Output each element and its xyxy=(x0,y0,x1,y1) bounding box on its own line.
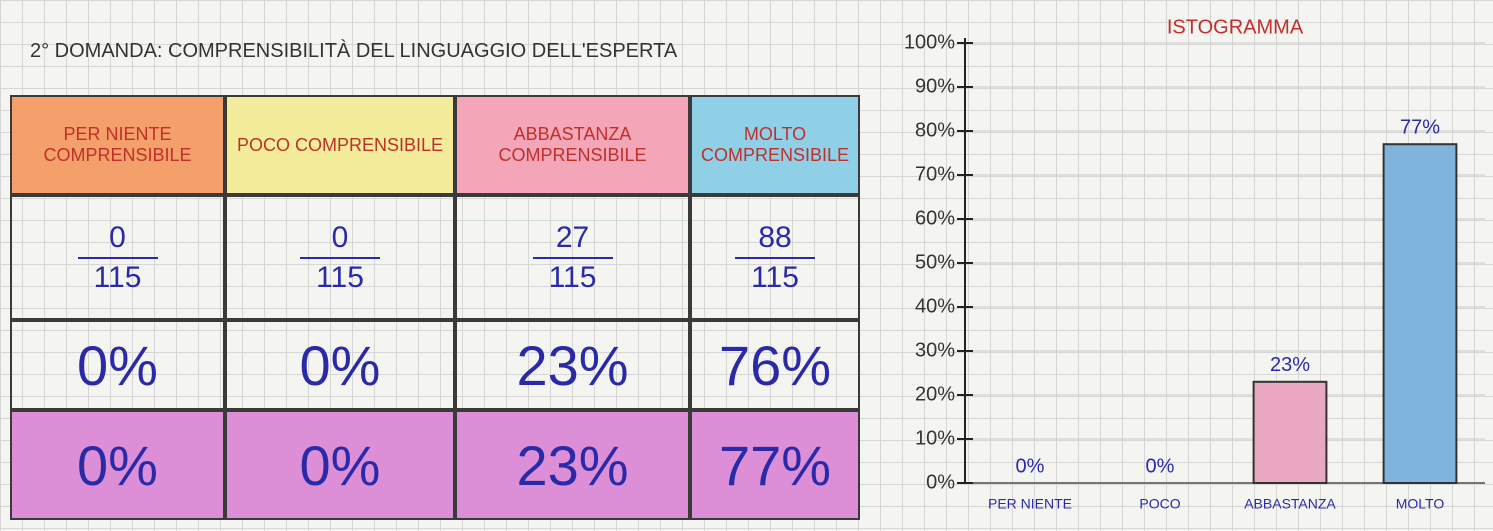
denominator: 115 xyxy=(751,260,799,294)
value-label: 77% xyxy=(1400,116,1440,138)
fraction: 27 115 xyxy=(532,220,613,295)
x-tick-label: PER NIENTE xyxy=(988,496,1072,512)
y-tick-label: 60% xyxy=(915,207,955,229)
numerator: 0 xyxy=(109,220,126,254)
rounded-cell: 23% xyxy=(455,410,690,520)
x-tick-label: ABBASTANZA xyxy=(1244,496,1336,512)
denominator: 115 xyxy=(316,260,364,294)
percentage-cell: 76% xyxy=(690,320,860,410)
y-tick-label: 90% xyxy=(915,75,955,97)
fraction-line xyxy=(77,256,158,259)
numerator: 27 xyxy=(555,220,590,254)
value-label: 0% xyxy=(1016,455,1045,477)
table-title: 2° DOMANDA: COMPRENSIBILITÀ DEL LINGUAGG… xyxy=(30,40,678,62)
fraction-cell: 88 115 xyxy=(690,195,860,320)
fraction-cell: 0 115 xyxy=(10,195,225,320)
fraction-line xyxy=(735,256,815,259)
fraction: 88 115 xyxy=(735,221,815,295)
numerator: 88 xyxy=(758,220,792,254)
fraction-cell: 0 115 xyxy=(225,195,455,320)
fraction-cell: 27 115 xyxy=(455,195,690,320)
rounded-cell: 77% xyxy=(690,410,860,520)
fraction: 0 115 xyxy=(77,220,158,295)
table: 2° DOMANDA: COMPRENSIBILITÀ DEL LINGUAGG… xyxy=(10,40,860,520)
y-tick-label: 50% xyxy=(915,251,955,273)
bar xyxy=(1252,380,1328,484)
percentage-cell: 0% xyxy=(225,320,455,410)
rounded-cell: 0% xyxy=(10,410,225,520)
fraction: 0 115 xyxy=(300,221,380,295)
x-tick-label: POCO xyxy=(1139,496,1180,512)
y-tick-label: 30% xyxy=(915,339,955,361)
value-label: 23% xyxy=(1270,354,1310,376)
y-tick-label: 10% xyxy=(915,427,955,449)
rounded-cell: 0% xyxy=(225,410,455,520)
percentage-cell: 0% xyxy=(10,320,225,410)
y-tick-label: 20% xyxy=(915,383,955,405)
y-tick-label: 40% xyxy=(915,295,955,317)
percentage-cell: 23% xyxy=(455,320,690,410)
header-cell: POCO COMPRENSIBILE xyxy=(225,95,455,195)
y-tick-label: 100% xyxy=(904,31,955,53)
chart: ISTOGRAMMA 0% 10% 20% 30% 40% 50% 60% 70% 80% 90%… xyxy=(904,16,1485,512)
chart-title: ISTOGRAMMA xyxy=(1167,16,1304,38)
header-cell: PER NIENTE COMPRENSIBILE xyxy=(10,95,225,195)
y-tick-label: 70% xyxy=(915,163,955,185)
value-label: 0% xyxy=(1146,455,1175,477)
numerator: 0 xyxy=(331,220,349,254)
fraction-line xyxy=(532,256,613,259)
x-tick-label: MOLTO xyxy=(1396,496,1445,512)
header-cell: MOLTO COMPRENSIBILE xyxy=(690,95,860,195)
y-tick-label: 80% xyxy=(915,119,955,141)
header-cell: ABBASTANZA COMPRENSIBILE xyxy=(455,95,690,195)
fraction-line xyxy=(300,256,380,259)
bar xyxy=(1382,143,1458,484)
y-tick-label: 0% xyxy=(926,471,955,493)
denominator: 115 xyxy=(548,260,597,294)
denominator: 115 xyxy=(93,260,142,294)
